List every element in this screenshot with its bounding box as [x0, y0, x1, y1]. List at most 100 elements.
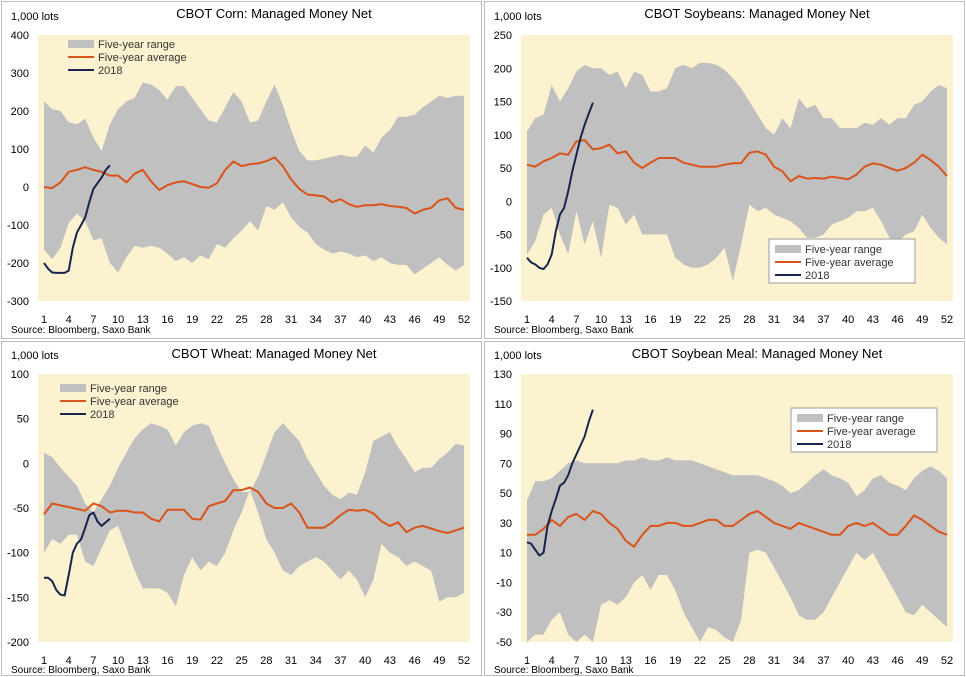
- legend-label: Five-year average: [90, 396, 179, 408]
- x-tick-label: 28: [743, 314, 755, 326]
- x-tick-label: 7: [90, 314, 96, 326]
- x-tick-label: 37: [817, 314, 829, 326]
- x-tick-label: 37: [334, 655, 346, 667]
- x-tick-label: 13: [137, 314, 149, 326]
- y-tick-label: -100: [7, 548, 29, 560]
- x-tick-label: 25: [236, 314, 248, 326]
- x-tick-label: 19: [669, 655, 681, 667]
- x-tick-label: 22: [694, 655, 706, 667]
- x-tick-label: 4: [549, 314, 555, 326]
- series-five-year-average-line: [527, 510, 948, 548]
- x-tick-label: 7: [573, 314, 579, 326]
- legend-swatch-range: [775, 245, 801, 253]
- y-tick-label: -100: [490, 263, 512, 275]
- x-tick-label: 22: [211, 314, 223, 326]
- x-tick-label: 37: [334, 314, 346, 326]
- series-five-year-average-line: [43, 156, 465, 215]
- y-tick-label: 0: [506, 196, 512, 208]
- x-tick-label: 34: [793, 655, 805, 667]
- series-five-year-range-band: [44, 423, 464, 607]
- y-tick-label: -150: [7, 592, 29, 604]
- x-tick-label: 49: [916, 314, 928, 326]
- chart-corn: CBOT Corn: Managed Money Net 1,000 lots So…: [7, 6, 470, 336]
- x-tick-label: 34: [793, 314, 805, 326]
- chart-panel-wheat: CBOT Wheat: Managed Money Net 1,000 lots S…: [1, 341, 482, 676]
- series-five-year-average-line: [526, 139, 948, 183]
- series-2018-line: [43, 164, 111, 274]
- chart-wheat: CBOT Wheat: Managed Money Net 1,000 lots S…: [7, 346, 470, 676]
- legend-label: 2018: [805, 270, 829, 282]
- x-tick-label: 40: [359, 314, 371, 326]
- x-tick-label: 1: [41, 314, 47, 326]
- x-tick-label: 52: [458, 314, 470, 326]
- x-tick-label: 10: [112, 314, 124, 326]
- x-tick-label: 46: [408, 655, 420, 667]
- legend-swatch-range: [60, 384, 86, 392]
- y-tick-label: -200: [7, 258, 29, 270]
- y-axis-unit-label: 1,000 lots: [11, 11, 59, 23]
- x-tick-label: 52: [458, 655, 470, 667]
- x-tick-label: 16: [644, 655, 656, 667]
- chart-panel-soybeans: CBOT Soybeans: Managed Money Net 1,000 lo…: [484, 1, 965, 339]
- y-tick-label: 0: [23, 182, 29, 194]
- y-axis-unit-label: 1,000 lots: [11, 350, 59, 362]
- x-tick-label: 25: [719, 655, 731, 667]
- y-tick-label: 50: [17, 414, 29, 426]
- y-tick-label: -30: [496, 607, 512, 619]
- x-tick-label: 34: [310, 314, 322, 326]
- x-tick-label: 4: [549, 655, 555, 667]
- x-tick-label: 13: [620, 314, 632, 326]
- y-axis-unit-label: 1,000 lots: [494, 11, 542, 23]
- x-tick-label: 22: [211, 655, 223, 667]
- x-tick-label: 34: [310, 655, 322, 667]
- chart-title: CBOT Wheat: Managed Money Net: [172, 346, 377, 361]
- x-tick-label: 46: [891, 314, 903, 326]
- series-2018-line: [44, 511, 111, 597]
- y-tick-label: 250: [494, 30, 512, 42]
- x-tick-label: 7: [573, 655, 579, 667]
- legend-label: Five-year average: [805, 257, 894, 269]
- y-tick-label: 110: [494, 399, 512, 411]
- chart-panel-soybean-meal: CBOT Soybean Meal: Managed Money Net 1,00…: [484, 341, 965, 676]
- chart-title: CBOT Soybean Meal: Managed Money Net: [632, 346, 883, 361]
- x-tick-label: 25: [719, 314, 731, 326]
- legend-label: 2018: [827, 439, 851, 451]
- y-tick-label: 200: [494, 63, 512, 75]
- series-2018-line: [526, 102, 594, 271]
- x-tick-label: 1: [524, 314, 530, 326]
- x-tick-label: 28: [260, 655, 272, 667]
- y-tick-label: 100: [11, 369, 29, 381]
- y-tick-label: -50: [496, 230, 512, 242]
- x-tick-label: 52: [941, 655, 953, 667]
- x-tick-label: 13: [137, 655, 149, 667]
- x-tick-label: 43: [384, 314, 396, 326]
- x-tick-label: 31: [768, 314, 780, 326]
- x-tick-label: 4: [66, 314, 72, 326]
- x-tick-label: 22: [694, 314, 706, 326]
- chart-soybean-meal: CBOT Soybean Meal: Managed Money Net 1,00…: [494, 346, 953, 676]
- x-tick-label: 1: [524, 655, 530, 667]
- legend-label: Five-year range: [90, 383, 167, 395]
- y-tick-label: -10: [496, 577, 512, 589]
- y-tick-label: 300: [11, 68, 29, 80]
- y-tick-label: -150: [490, 296, 512, 308]
- legend-label: Five-year range: [98, 39, 175, 51]
- y-tick-label: 50: [500, 163, 512, 175]
- x-tick-label: 49: [433, 655, 445, 667]
- legend-label: Five-year average: [98, 52, 187, 64]
- source-note: Source: Bloomberg, Saxo Bank: [11, 325, 152, 336]
- chart-title: CBOT Corn: Managed Money Net: [176, 6, 372, 21]
- y-tick-label: 200: [11, 106, 29, 118]
- x-tick-label: 25: [236, 655, 248, 667]
- x-tick-label: 49: [433, 314, 445, 326]
- x-tick-label: 19: [669, 314, 681, 326]
- x-tick-label: 40: [359, 655, 371, 667]
- x-tick-label: 4: [66, 655, 72, 667]
- series-five-year-range-band: [527, 457, 947, 642]
- legend-label: Five-year range: [827, 413, 904, 425]
- x-tick-label: 13: [620, 655, 632, 667]
- x-tick-label: 16: [161, 314, 173, 326]
- y-tick-label: -300: [7, 296, 29, 308]
- y-tick-label: -100: [7, 220, 29, 232]
- x-tick-label: 40: [842, 655, 854, 667]
